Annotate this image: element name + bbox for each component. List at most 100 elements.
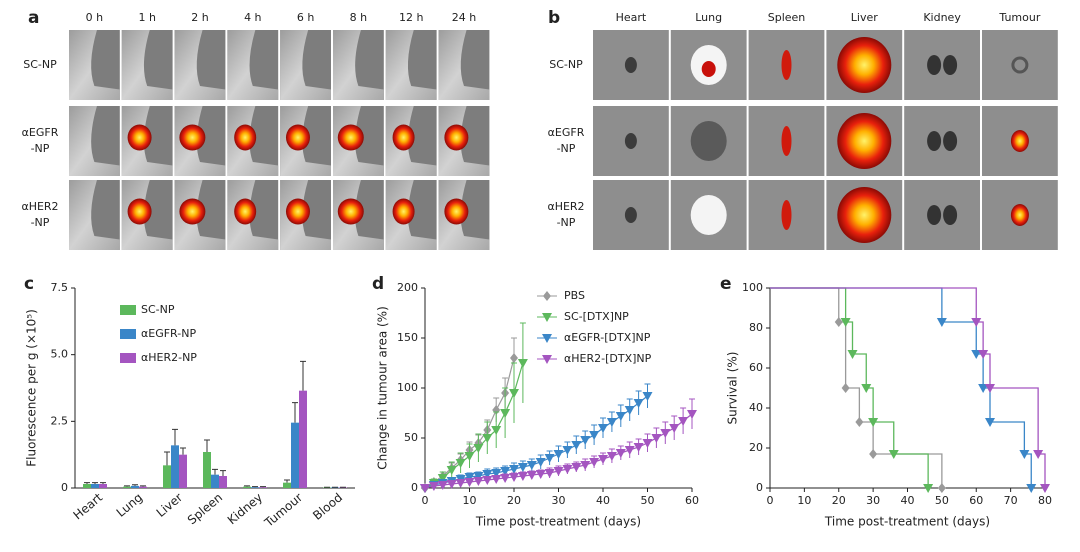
point [971, 318, 982, 327]
point [482, 470, 493, 479]
row-label: SC-NP [549, 58, 583, 71]
point [598, 424, 608, 433]
x-tick-label: Tumour [261, 490, 305, 530]
point [482, 476, 493, 485]
legend-swatch [120, 329, 136, 339]
legend-label: PBS [564, 289, 585, 302]
point [589, 458, 600, 467]
x-tick-label: 60 [685, 494, 699, 507]
mouse-body [438, 30, 490, 100]
point [571, 463, 582, 472]
point [615, 412, 626, 421]
error-bar [180, 447, 186, 455]
point [473, 472, 484, 481]
signal [444, 198, 469, 225]
row-label: αEGFR [22, 126, 59, 139]
bar [339, 487, 347, 488]
bar [123, 486, 131, 488]
mouse-body [121, 180, 173, 250]
error-bar [100, 482, 106, 484]
mouse-body [227, 106, 279, 176]
column-label: 12 h [399, 11, 423, 24]
point [517, 359, 528, 368]
signal [781, 126, 792, 156]
row-label: SC-NP [23, 58, 57, 71]
point [642, 392, 653, 401]
legend-label: αEGFR-NP [141, 327, 196, 340]
bar [219, 476, 227, 488]
x-tick-label: 10 [797, 494, 811, 507]
legend-marker [542, 313, 552, 322]
point [544, 469, 555, 478]
point [473, 477, 484, 486]
point [678, 417, 689, 426]
signal [837, 113, 892, 169]
point [553, 467, 564, 476]
point [500, 474, 511, 483]
x-tick-label: 30 [866, 494, 880, 507]
x-tick-label: 30 [552, 494, 566, 507]
column-label: 2 h [191, 11, 208, 24]
y-tick-label: 2.5 [51, 414, 69, 427]
y-tick-label: 60 [749, 361, 763, 374]
point [464, 478, 475, 487]
y-tick-label: 0 [411, 481, 418, 494]
point [455, 459, 466, 468]
x-tick-label: 40 [596, 494, 610, 507]
mouse-body [438, 180, 490, 250]
point [491, 469, 502, 478]
point [509, 473, 519, 482]
y-tick-label: 80 [749, 321, 763, 334]
mouse-body [385, 106, 437, 176]
legend-marker [542, 355, 552, 364]
column-label: 0 h [86, 11, 103, 24]
point [624, 446, 635, 455]
error-bar [164, 451, 170, 466]
error-bar [204, 439, 210, 452]
y-axis-label: Survival (%) [726, 352, 740, 425]
row-label: αHER2 [21, 200, 58, 213]
organ [690, 121, 727, 161]
point [517, 463, 528, 472]
bar [171, 445, 179, 488]
point [869, 449, 878, 459]
y-tick-label: 0 [61, 481, 68, 494]
point [437, 474, 448, 483]
bar [91, 484, 99, 488]
point [1033, 450, 1044, 459]
organ [1011, 56, 1029, 74]
y-tick-label: 200 [397, 281, 418, 294]
error-bar [300, 360, 306, 391]
point [491, 475, 502, 484]
signal [285, 124, 310, 151]
point [624, 406, 635, 415]
column-label: 6 h [297, 11, 314, 24]
x-tick-label: 70 [1004, 494, 1018, 507]
legend-label: SC-NP [141, 303, 175, 316]
column-label: Liver [851, 11, 878, 24]
point [509, 465, 519, 474]
y-axis-label: Fluorescence per g (×10⁵) [25, 309, 39, 467]
organ [624, 133, 637, 149]
y-tick-label: 150 [397, 331, 418, 344]
x-tick-label: 0 [422, 494, 429, 507]
x-tick-label: Spleen [185, 490, 225, 527]
point [841, 383, 850, 393]
point [633, 443, 644, 452]
organ [927, 55, 942, 75]
point [428, 482, 439, 491]
mouse-body [385, 180, 437, 250]
signal [837, 37, 892, 93]
organ [927, 205, 942, 225]
panel-letter: a [28, 8, 39, 28]
image-cell [904, 30, 980, 100]
column-label: Spleen [768, 11, 806, 24]
point [633, 399, 644, 408]
mouse-body [333, 180, 384, 250]
x-tick-label: 20 [832, 494, 846, 507]
error-bar [260, 486, 266, 488]
error-bar [124, 485, 130, 487]
organ [943, 55, 958, 75]
mouse-body [174, 30, 226, 100]
